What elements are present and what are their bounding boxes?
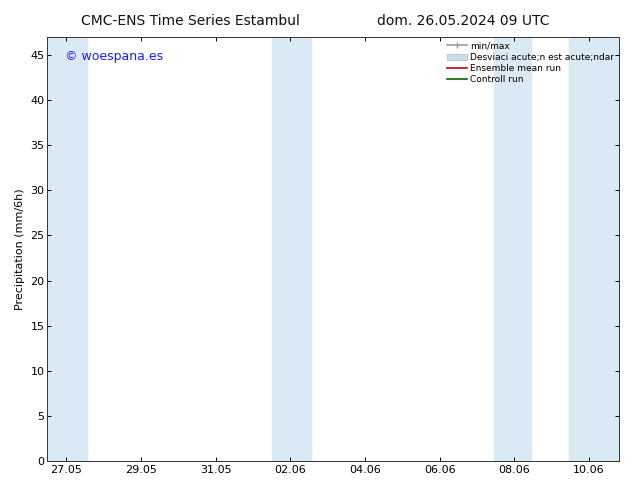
Text: dom. 26.05.2024 09 UTC: dom. 26.05.2024 09 UTC	[377, 14, 549, 28]
Y-axis label: Precipitation (mm/6h): Precipitation (mm/6h)	[15, 188, 25, 310]
Legend: min/max, Desviaci acute;n est acute;ndar, Ensemble mean run, Controll run: min/max, Desviaci acute;n est acute;ndar…	[444, 39, 617, 87]
Text: CMC-ENS Time Series Estambul: CMC-ENS Time Series Estambul	[81, 14, 300, 28]
Bar	[569, 37, 619, 461]
Bar	[48, 37, 87, 461]
Bar	[494, 37, 531, 461]
Text: © woespana.es: © woespana.es	[65, 50, 163, 63]
Bar	[271, 37, 311, 461]
